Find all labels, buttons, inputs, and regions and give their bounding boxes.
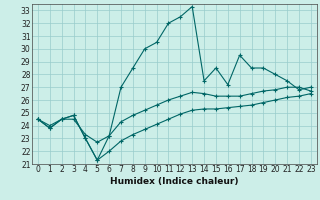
X-axis label: Humidex (Indice chaleur): Humidex (Indice chaleur) (110, 177, 239, 186)
